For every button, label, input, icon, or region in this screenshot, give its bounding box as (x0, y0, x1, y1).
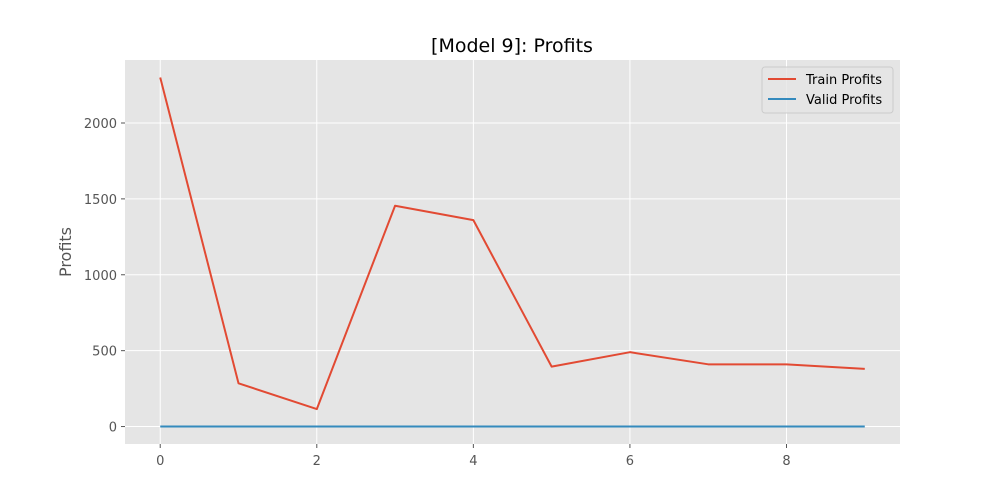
y-tick-label: 0 (109, 421, 117, 436)
y-tick-label: 500 (92, 345, 117, 360)
axis-ticks: 0 2 4 6 8 0 500 1000 1500 2000 (84, 117, 791, 469)
y-axis-label: Profits (56, 227, 75, 277)
chart-title: [Model 9]: Profits (431, 35, 593, 57)
series-line-train-profits (159, 77, 865, 411)
y-tick-label: 2000 (84, 117, 117, 132)
legend-label-valid: Valid Profits (806, 93, 882, 108)
legend: Train Profits Valid Profits (761, 66, 894, 114)
plot-area (125, 60, 900, 444)
x-tick-label: 4 (469, 454, 477, 469)
x-tick-label: 2 (313, 454, 321, 469)
x-tick-label: 8 (782, 454, 790, 469)
y-tick-label: 1500 (84, 193, 117, 208)
series-lines (159, 77, 865, 428)
legend-label-train: Train Profits (805, 73, 882, 88)
x-tick-label: 0 (156, 454, 164, 469)
x-tick-label: 6 (626, 454, 634, 469)
y-tick-label: 1000 (84, 269, 117, 284)
